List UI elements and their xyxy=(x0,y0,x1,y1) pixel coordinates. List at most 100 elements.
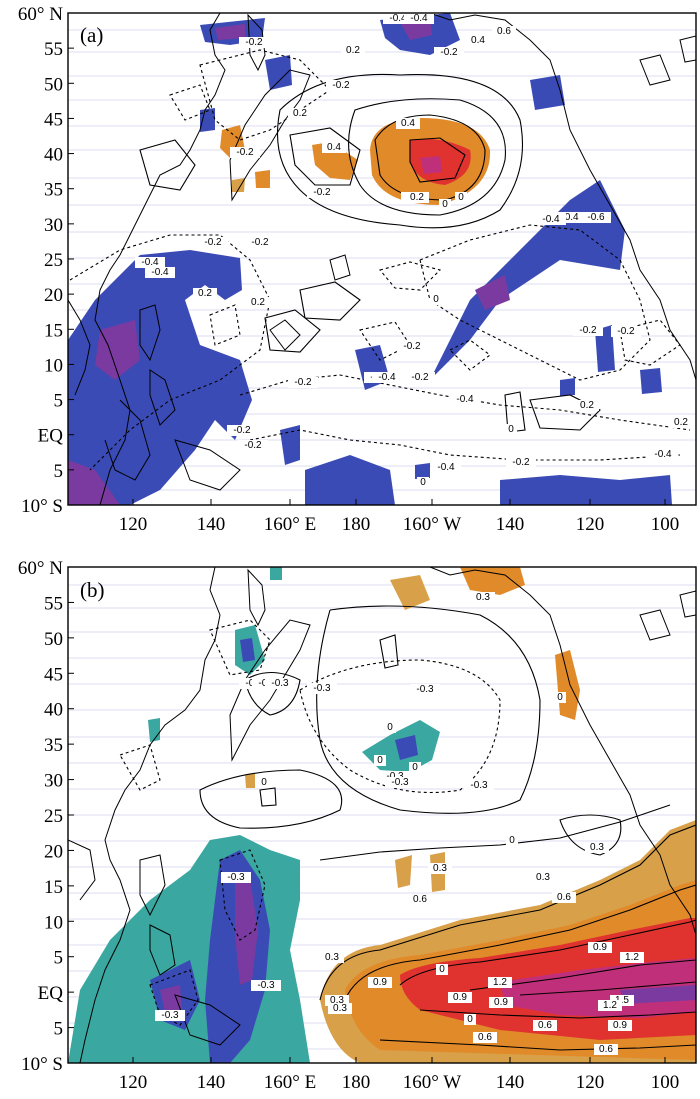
contour-label-bg xyxy=(555,212,585,223)
contour-label: -0.3 xyxy=(161,1010,179,1021)
longitude-tick-label: 140 xyxy=(496,514,525,535)
longitude-tick-label: 160° E xyxy=(264,1072,316,1093)
contour-label-bg xyxy=(368,977,392,988)
panel-a-coastlines xyxy=(68,13,696,505)
contour-label-bg xyxy=(251,980,281,991)
contour-label-bg xyxy=(408,894,432,905)
longitude-tick-label: 100 xyxy=(651,514,680,535)
longitude-tick-label: 100 xyxy=(651,1072,680,1093)
contour-label-bg xyxy=(135,257,165,268)
longitude-tick-label: 180 xyxy=(342,1072,371,1093)
contour-label: 0.9 xyxy=(453,992,467,1003)
latitude-tick-label: 10 xyxy=(44,355,63,376)
contour-label: -0.2 xyxy=(204,237,222,248)
contour-label-bg xyxy=(588,942,612,953)
panel-a-contour-labels: -0.4 -0.2 -0.2 0.2 0.4 0.6 -0.2 0.2 0.4 0.4 -0.4 0.… xyxy=(135,13,693,488)
contour-label-bg xyxy=(193,288,217,299)
contour-label: -0.4 xyxy=(151,267,169,278)
contour-label: 0 xyxy=(557,692,563,703)
contour-label-bg xyxy=(611,326,641,337)
panel-b-coastlines xyxy=(68,567,696,1063)
longitude-tick-label: 120 xyxy=(119,1072,148,1093)
contour-label: -0.6 xyxy=(587,212,605,223)
contour-label-bg xyxy=(307,683,337,694)
latitude-tick-label: 25 xyxy=(44,250,63,271)
contour-label: 0 xyxy=(433,294,439,305)
contour-label: -0.4 xyxy=(456,394,474,405)
contour-label-bg xyxy=(436,964,448,975)
contour-label-bg xyxy=(620,952,644,963)
contour-label-bg xyxy=(397,341,427,352)
contour-label-bg xyxy=(372,372,402,383)
latitude-tick-label: 30 xyxy=(44,215,63,236)
contour-label-bg xyxy=(473,1032,497,1043)
contour-label: 0.4 xyxy=(401,118,415,129)
contour-label: 1.5 xyxy=(615,995,629,1006)
panel-b-longitude-axis: 120 140 160° E 180 160° W 140 120 100 xyxy=(119,1057,680,1093)
contour-label: -0.2 xyxy=(332,80,350,91)
contour-label-bg xyxy=(246,297,270,308)
contour-label: 0 xyxy=(467,1014,473,1025)
contour-label-bg xyxy=(374,755,386,766)
contour-label: -0.3 xyxy=(416,684,434,695)
contour-label: 0 xyxy=(261,777,267,788)
panel-a-latitude-axis: 60° N 55 50 45 40 35 30 25 20 15 10 5 EQ 5 10° S xyxy=(18,4,74,517)
contour-label-bg xyxy=(608,1020,632,1031)
contour-label-bg xyxy=(669,417,693,428)
latitude-tick-label: 5 xyxy=(54,461,64,482)
contour-label-bg xyxy=(455,192,467,203)
contour-label-bg xyxy=(404,13,434,24)
contour-label-bg xyxy=(531,872,555,883)
contour-label: 0 xyxy=(508,424,514,435)
contour-label-bg xyxy=(536,214,566,225)
contour-label-bg xyxy=(431,462,461,473)
latitude-tick-label: 10 xyxy=(44,912,63,933)
contour-label: 0.2 xyxy=(293,108,307,119)
contour-label: 0 xyxy=(420,477,426,488)
contour-label-bg xyxy=(488,977,512,988)
contour-label: 1.2 xyxy=(625,952,639,963)
longitude-tick-label: 120 xyxy=(119,514,148,535)
contour-label-bg xyxy=(328,1003,352,1014)
panel-b: 0.3-0.3-0.3-0.3-0.3-0.30-0.3000-0.300-0.… xyxy=(18,558,697,1093)
contour-label-bg xyxy=(396,118,420,129)
contour-label: 1.2 xyxy=(603,1000,617,1011)
contour-label: 0 xyxy=(412,762,418,773)
latitude-tick-label: 15 xyxy=(44,877,63,898)
latitude-tick-label: 25 xyxy=(44,806,63,827)
contour-label: 0.6 xyxy=(557,892,571,903)
contour-label: -0.2 xyxy=(251,237,269,248)
contour-label: 0.3 xyxy=(325,952,339,963)
contour-label-bg xyxy=(198,237,228,248)
contour-label: 0.2 xyxy=(346,45,360,56)
contour-label-bg xyxy=(307,187,337,198)
contour-label-bg xyxy=(258,777,270,788)
contour-label: 0 xyxy=(439,964,445,975)
contour-label-bg xyxy=(506,457,536,468)
contour-label: 0.4 xyxy=(327,142,341,153)
contour-label-bg xyxy=(581,212,611,223)
contour-label: 0.2 xyxy=(580,400,594,411)
latitude-tick-label: 60° N xyxy=(18,558,63,579)
contour-label-bg xyxy=(448,992,472,1003)
contour-label-bg xyxy=(288,108,312,119)
longitude-tick-label: 160° W xyxy=(403,1072,462,1093)
latitude-tick-label: 50 xyxy=(44,74,63,95)
contour-label-bg xyxy=(245,237,275,248)
contour-label: -0.4 xyxy=(410,13,428,24)
contour-label: 0.6 xyxy=(599,1044,613,1055)
contour-label-bg xyxy=(466,35,490,46)
contour-label: 0.4 xyxy=(471,35,485,46)
contour-label: 0.2 xyxy=(410,192,424,203)
contour-label: -0.4 xyxy=(561,212,579,223)
contour-label: -0.4 xyxy=(378,372,396,383)
contour-label-bg xyxy=(594,1044,618,1055)
contour-label: 0.3 xyxy=(433,863,447,874)
contour-label: -0.2 xyxy=(236,147,254,158)
contour-label: -0.4 xyxy=(654,449,672,460)
contour-label-bg xyxy=(450,394,480,405)
latitude-tick-label: 20 xyxy=(44,285,63,306)
contour-label-bg xyxy=(145,267,175,278)
contour-label-bg xyxy=(417,477,429,488)
